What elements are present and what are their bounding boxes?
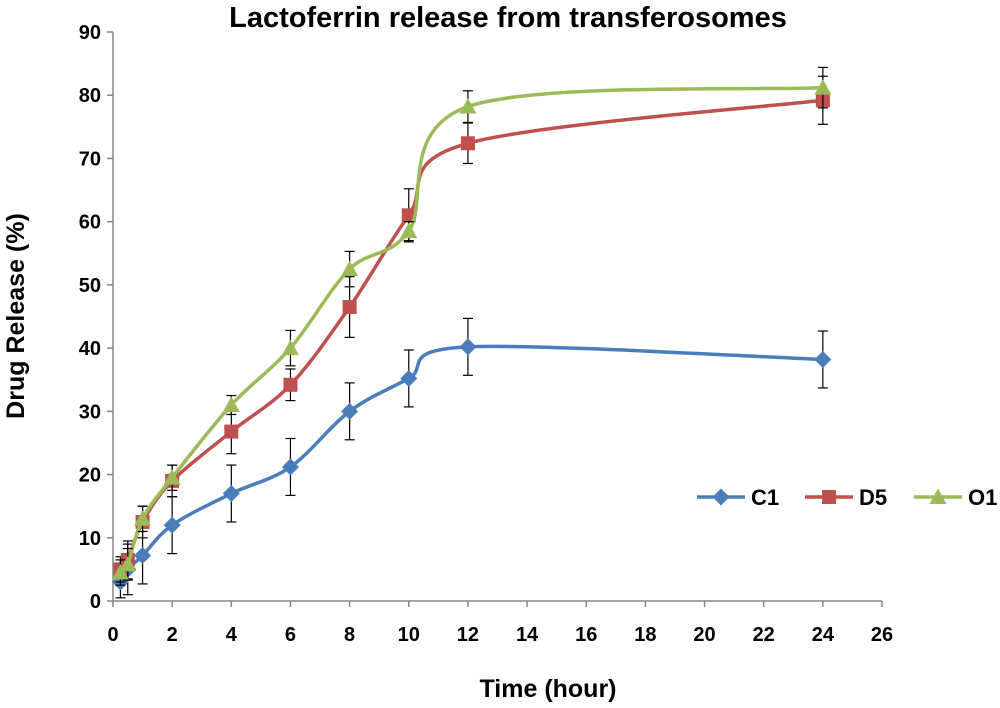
y-tick-label: 70 [79,148,101,170]
data-point-o1 [163,469,181,485]
y-tick-label: 30 [79,401,101,423]
x-tick-label: 18 [634,624,656,646]
y-tick-label: 50 [79,275,101,297]
legend-label-c1: C1 [751,485,779,510]
x-tick-label: 14 [516,624,539,646]
series-d5 [113,75,830,583]
data-point-c1 [163,516,181,534]
data-point-d5 [342,300,357,315]
data-point-c1 [400,369,418,387]
data-point-d5 [460,136,475,151]
data-point-o1 [111,564,129,580]
data-point-o1 [119,555,137,572]
legend-marker-d5 [822,490,836,504]
data-point-c1 [281,458,299,476]
series-c1 [111,317,832,599]
data-point-d5 [224,424,239,439]
data-point-o1 [134,510,152,526]
x-tick-label: 4 [226,624,238,646]
y-tick-label: 60 [79,212,101,234]
y-axis-title: Drug Release (%) [2,213,30,419]
x-tick-label: 2 [167,624,178,646]
series-layer [111,66,832,599]
data-point-o1 [281,339,299,356]
x-tick-label: 26 [871,624,893,646]
data-point-o1 [814,79,832,95]
x-tick-label: 6 [285,624,296,646]
legend-marker-c1 [712,488,730,506]
x-tick-label: 24 [812,624,835,646]
data-point-d5 [283,377,298,392]
y-tick-label: 80 [79,85,101,107]
data-point-c1 [459,338,477,356]
x-tick-label: 12 [457,624,479,646]
y-tick-label: 40 [79,338,101,360]
data-point-o1 [400,222,418,239]
series-o1 [111,66,832,586]
x-tick-label: 20 [693,624,715,646]
y-tick-label: 20 [79,465,101,487]
x-tick-label: 8 [344,624,355,646]
x-tick-label: 10 [398,624,420,646]
y-tick-label: 0 [90,591,101,613]
y-tick-label: 10 [79,528,101,550]
legend-label-o1: O1 [968,485,997,510]
legend-marker-o1 [929,488,947,504]
data-point-d5 [401,208,416,223]
legend-item-d5: D5 [805,485,887,510]
chart-title: Lactoferrin release from transferosomes [229,2,787,34]
series-line-c1 [118,344,823,583]
data-point-c1 [341,402,359,420]
x-axis-ticks: 0 2 4 6 8 10 12 14 16 18 20 22 24 26 [107,601,893,646]
data-point-c1 [222,485,240,503]
legend-label-d5: D5 [859,485,887,510]
y-axis-ticks: 0 10 20 30 40 50 60 70 80 90 [79,22,113,613]
data-point-o1 [222,396,240,413]
data-point-c1 [814,350,832,368]
legend: C1 D5 O1 [697,485,997,510]
x-axis-title: Time (hour) [479,675,616,703]
legend-item-c1: C1 [697,485,779,510]
data-point-c1 [134,546,152,564]
data-point-o1 [459,98,477,114]
x-tick-label: 22 [753,624,775,646]
data-point-o1 [341,260,359,277]
legend-item-o1: O1 [914,485,997,510]
y-tick-label: 90 [79,22,101,44]
x-tick-label: 0 [107,624,118,646]
x-tick-label: 16 [575,624,597,646]
